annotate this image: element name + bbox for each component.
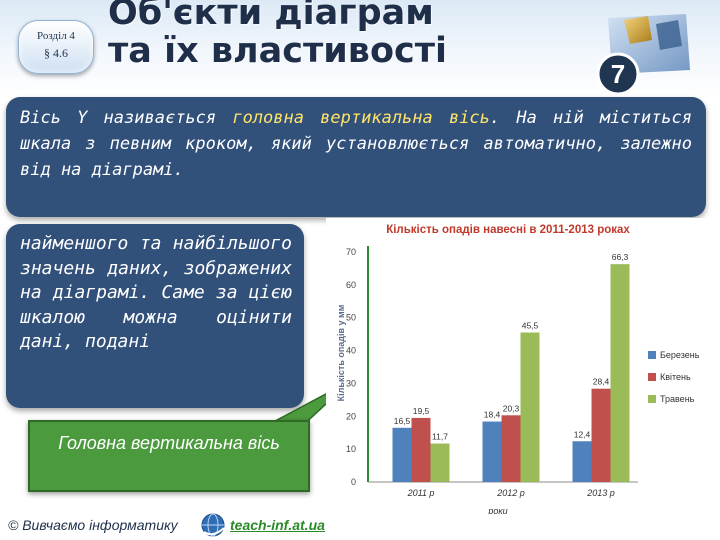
- bar-3: [520, 332, 540, 482]
- bar-2: [501, 415, 521, 482]
- intro-highlight: головна вертикальна вісь: [232, 108, 490, 128]
- grade-logo-icon: 7: [596, 14, 690, 96]
- paragraph-label: § 4.6: [44, 46, 68, 60]
- legend-swatch: [648, 351, 656, 359]
- data-label: 45,5: [522, 321, 539, 331]
- x-tick-label: 2011 р: [407, 488, 435, 498]
- legend-label: Березень: [660, 350, 700, 360]
- side-text-panel: найменшого та найбільшого значень даних,…: [6, 224, 304, 408]
- bar-2: [591, 388, 611, 482]
- data-label: 28,4: [593, 377, 610, 387]
- x-tick-label: 2013 р: [586, 488, 615, 498]
- site-link[interactable]: teach-inf.at.ua: [230, 517, 325, 533]
- globe-icon: [201, 513, 225, 537]
- data-label: 66,3: [612, 252, 629, 262]
- precipitation-chart: Кількість опадів навесні в 2011-2013 рок…: [326, 218, 718, 522]
- x-tick-label: 2012 р: [496, 488, 525, 498]
- legend-swatch: [648, 373, 656, 381]
- legend-label: Квітень: [660, 372, 691, 382]
- chart-title: Кількість опадів навесні в 2011-2013 рок…: [386, 224, 630, 236]
- bar-1: [572, 441, 592, 482]
- legend-label: Травень: [660, 394, 695, 404]
- data-label: 12,4: [574, 429, 591, 439]
- chart-container: Кількість опадів навесні в 2011-2013 рок…: [326, 218, 718, 522]
- bar-2: [411, 417, 431, 482]
- y-tick-label: 30: [346, 378, 356, 388]
- y-tick-label: 0: [351, 477, 356, 487]
- callout-box: Головна вертикальна вісь: [28, 420, 310, 492]
- slide-title: Об'єкти діаграм та їх властивості: [108, 0, 447, 70]
- data-label: 19,5: [413, 406, 430, 416]
- y-tick-label: 60: [346, 280, 356, 290]
- bar-3: [430, 443, 450, 482]
- intro-paragraph: Вісь Y називається головна вертикальна в…: [6, 97, 706, 183]
- slide-footer: [0, 514, 720, 540]
- y-tick-label: 50: [346, 313, 356, 323]
- title-line-2: та їх властивості: [108, 31, 448, 71]
- grade-number: 7: [611, 59, 625, 89]
- copyright-text: © Вивчаємо інформатику: [8, 517, 178, 533]
- y-tick-label: 40: [346, 346, 356, 356]
- intro-text-end: . На ній міститься шкала з певним кроком…: [20, 108, 693, 180]
- data-label: 11,7: [432, 432, 448, 442]
- y-axis-label: Кількість опадів у мм: [336, 304, 346, 401]
- y-tick-label: 10: [346, 444, 356, 454]
- legend-swatch: [648, 395, 656, 403]
- bar-3: [610, 264, 630, 482]
- y-tick-label: 70: [346, 247, 356, 257]
- bar-1: [482, 421, 502, 482]
- intro-text-start: Вісь Y називається: [20, 108, 233, 128]
- y-tick-label: 20: [346, 411, 356, 421]
- data-label: 18,4: [484, 410, 501, 420]
- data-label: 16,5: [394, 416, 411, 426]
- data-label: 20,3: [503, 403, 520, 413]
- section-label: Розділ 4: [37, 30, 75, 42]
- intro-text-panel: Вісь Y називається головна вертикальна в…: [6, 97, 706, 217]
- x-axis-label: роки: [487, 506, 507, 516]
- side-paragraph: найменшого та найбільшого значень даних,…: [20, 233, 292, 352]
- section-badge: Розділ 4 § 4.6: [18, 20, 94, 74]
- title-line-1: Об'єкти діаграм: [108, 0, 434, 33]
- bar-1: [392, 427, 412, 482]
